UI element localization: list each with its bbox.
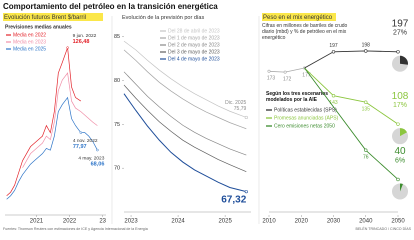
share-pie-slice	[400, 183, 403, 192]
point	[364, 100, 368, 104]
value-label: 135	[362, 107, 371, 113]
point	[283, 70, 287, 74]
y-tick-label: 75	[114, 122, 120, 128]
series-line	[123, 84, 247, 173]
share-label: 6%	[395, 157, 405, 164]
annotation: Dic. 2025	[225, 100, 246, 106]
point	[96, 148, 99, 152]
legend-label: Del 4 de mayo de 2023	[168, 56, 220, 62]
legend-title-box: Según los tres escenarios modelados por …	[266, 91, 328, 103]
value-label: 76	[363, 155, 369, 161]
title-highlight	[262, 13, 336, 21]
point	[267, 69, 271, 73]
panel-title: Evolución de la previsión por días	[122, 15, 204, 21]
value-label: 143	[329, 100, 338, 106]
legend-label: Del 2 de mayo de 2023	[168, 42, 220, 48]
series-line	[304, 50, 399, 69]
panel-subtitle-box: Cifras en millones de barriles de crudo …	[262, 23, 348, 41]
point	[79, 131, 83, 134]
annotation: 9 jun. 2022	[73, 33, 97, 39]
value-label: 198	[362, 42, 371, 48]
credit: BELÉN TRINCADO / CINCO DÍAS	[356, 226, 412, 231]
value-label: 173	[267, 76, 276, 82]
panel-subtitle: Previsiones medias anuales	[5, 24, 72, 30]
value-label: 40	[394, 146, 406, 157]
y-tick-label: 85	[114, 34, 120, 40]
x-tick-label: 2021	[30, 219, 44, 225]
point	[396, 122, 400, 126]
page-title: Comportamiento del petróleo en la transi…	[3, 2, 218, 11]
series-line	[123, 71, 247, 156]
point	[364, 148, 368, 152]
panel-title: Peso en el mix energético	[263, 15, 333, 21]
series-line	[6, 96, 98, 200]
value-label: 177	[302, 72, 311, 78]
value-label: 197	[329, 43, 338, 49]
point	[66, 46, 69, 49]
annotation: 4 nov. 2022	[73, 138, 98, 144]
series-line	[304, 67, 399, 125]
series-line	[22, 72, 98, 168]
legend-label: Políticas establecidas (SPS)	[274, 107, 337, 113]
legend-title: Según los tres escenarios modelados por …	[266, 91, 328, 103]
point	[331, 50, 336, 54]
history-line	[268, 67, 305, 73]
value-label: 197	[392, 18, 409, 29]
y-tick-label: 70	[114, 166, 120, 172]
x-tick-label: 2025	[218, 219, 232, 225]
value-label: 172	[283, 76, 292, 82]
point	[396, 50, 400, 54]
value-label: 68,06	[91, 162, 105, 168]
x-tick-label: 2040	[359, 219, 373, 225]
value-label: 77,97	[73, 144, 87, 150]
value-label: 108	[392, 91, 409, 102]
value-label: 67,32	[221, 194, 246, 205]
annotation: 4 may. 2023	[78, 155, 104, 161]
legend-label: Cero emisiones netas 2050	[274, 123, 335, 129]
share-label: 17%	[393, 102, 407, 109]
legend-label: Del 28 de abril de 2023	[168, 28, 220, 34]
point	[331, 93, 336, 98]
share-pie-slice	[400, 55, 409, 65]
legend-label: Promesas anunciadas (APS)	[274, 115, 339, 121]
share-label: 27%	[393, 30, 407, 37]
infographic: Comportamiento del petróleo en la transi…	[3, 2, 412, 231]
legend-label: Media en 2022	[13, 32, 46, 38]
value-label: 75,79	[234, 106, 247, 112]
source: Fuentes: Thomson Reuters con estimacione…	[3, 227, 148, 231]
series-line	[123, 40, 247, 118]
point	[244, 115, 248, 120]
x-tick-label: 2010	[262, 219, 276, 225]
share-pie-slice	[400, 128, 408, 137]
x-tick-label: 2030	[327, 219, 341, 225]
legend-label: Del 3 de mayo de 2023	[168, 49, 220, 55]
x-tick-label: 2022	[63, 219, 77, 225]
x-tick-label: 2023	[124, 219, 138, 225]
y-tick-label: 80	[114, 78, 120, 84]
panel-title: Evolución futuros Brent $/barril	[4, 15, 86, 21]
point	[396, 177, 400, 182]
panel-subtitle: Cifras en millones de barriles de crudo …	[262, 23, 348, 41]
point	[244, 190, 248, 194]
x-tick-label: 2024	[171, 219, 185, 225]
series-line	[123, 93, 247, 193]
legend-label: Media en 2023	[13, 39, 46, 45]
value-label: 126,48	[73, 39, 90, 45]
x-tick-label: 23	[99, 219, 106, 225]
x-tick-label: 2020	[295, 219, 309, 225]
x-tick-label: 2050	[391, 219, 405, 225]
title-highlight	[3, 13, 103, 21]
point	[364, 49, 368, 53]
legend-label: Media en 2025	[13, 46, 46, 52]
series-line	[6, 47, 82, 196]
legend-label: Del 1 de mayo de 2023	[168, 35, 220, 41]
series-line	[123, 49, 247, 130]
